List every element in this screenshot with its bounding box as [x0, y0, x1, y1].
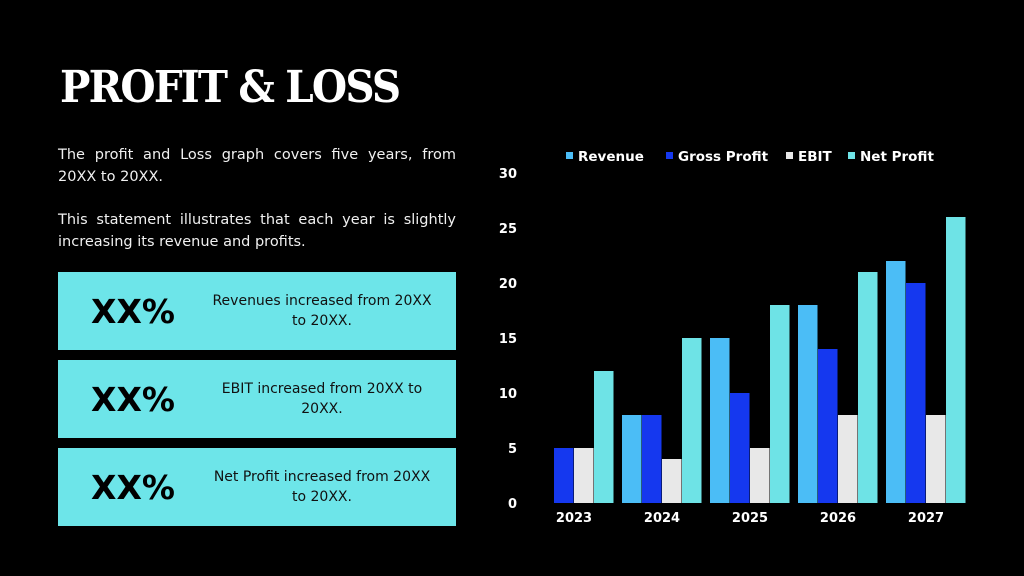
bar-gross-profit-2024: [642, 415, 662, 503]
stat-box-revenue: XX% Revenues increased from 20XX to 20XX…: [58, 272, 456, 350]
stat-value: XX%: [91, 467, 175, 507]
page-title: PROFIT & LOSS: [60, 62, 401, 113]
bar-ebit-2025: [750, 448, 770, 503]
bar-gross-profit-2023: [554, 448, 574, 503]
legend-swatch-net-profit: [848, 152, 855, 159]
y-tick-label: 10: [499, 387, 517, 402]
bar-net-profit-2027: [946, 217, 966, 503]
bar-revenue-2025: [710, 338, 730, 503]
bar-revenue-2026: [798, 305, 818, 503]
bar-revenue-2027: [886, 261, 906, 503]
stat-text: EBIT increased from 20XX to 20XX.: [221, 381, 423, 417]
y-tick-label: 30: [499, 167, 517, 182]
legend-swatch-ebit: [786, 152, 793, 159]
x-tick-label: 2025: [732, 511, 768, 526]
x-tick-label: 2024: [644, 511, 680, 526]
y-tick-label: 20: [499, 277, 517, 292]
legend-label: Revenue: [578, 149, 644, 165]
bar-net-profit-2026: [858, 272, 878, 503]
bar-ebit-2026: [838, 415, 858, 503]
legend-label: EBIT: [798, 149, 833, 165]
bar-revenue-2024: [622, 415, 642, 503]
bar-ebit-2023: [574, 448, 594, 503]
legend-swatch-gross-profit: [666, 152, 673, 159]
bar-gross-profit-2027: [906, 283, 926, 503]
statement-paragraph: This statement illustrates that each yea…: [58, 212, 456, 250]
bar-net-profit-2023: [594, 371, 614, 503]
bar-gross-profit-2026: [818, 349, 838, 503]
stat-text: Net Profit increased from 20XX to 20XX.: [213, 469, 431, 505]
x-tick-label: 2026: [820, 511, 856, 526]
y-tick-label: 0: [508, 497, 517, 512]
stat-value: XX%: [91, 291, 175, 331]
stat-value: XX%: [91, 379, 175, 419]
intro-paragraph: The profit and Loss graph covers five ye…: [58, 147, 456, 185]
legend-label: Gross Profit: [678, 149, 769, 165]
y-tick-label: 5: [508, 442, 517, 457]
bar-gross-profit-2025: [730, 393, 750, 503]
legend-label: Net Profit: [860, 149, 934, 165]
legend-swatch-revenue: [566, 152, 573, 159]
stat-box-net-profit: XX% Net Profit increased from 20XX to 20…: [58, 448, 456, 526]
y-tick-label: 25: [499, 222, 517, 237]
bar-ebit-2027: [926, 415, 946, 503]
bar-ebit-2024: [662, 459, 682, 503]
bar-net-profit-2025: [770, 305, 790, 503]
x-tick-label: 2027: [908, 511, 944, 526]
y-tick-label: 15: [499, 332, 517, 347]
stat-box-ebit: XX% EBIT increased from 20XX to 20XX.: [58, 360, 456, 438]
stat-text: Revenues increased from 20XX to 20XX.: [212, 293, 432, 329]
x-tick-label: 2023: [556, 511, 592, 526]
bar-net-profit-2024: [682, 338, 702, 503]
